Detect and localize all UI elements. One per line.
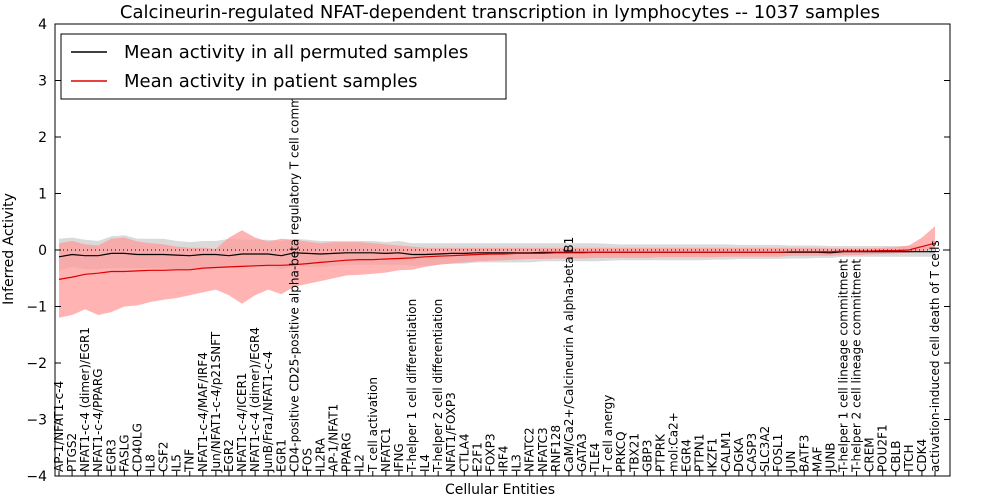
y-tick-label: −2 [26,356,47,372]
category-label: EGR2 [222,439,236,472]
y-tick-label: −4 [26,469,47,485]
category-label: FOSL1 [771,434,785,472]
chart-title: Calcineurin-regulated NFAT-dependent tra… [120,2,880,23]
legend-label-patient: Mean activity in patient samples [124,71,418,92]
category-label: activation-induced cell death of T cells [928,240,942,472]
category-label: NFAT1-c-4/MAF/IRF4 [196,352,210,472]
category-label: CD4-positive CD25-positive alpha-beta re… [287,56,301,472]
y-tick-label: 1 [38,187,47,203]
category-label: CALM1 [719,431,733,472]
y-tick-label: −1 [26,300,47,316]
category-label: JUNB [823,442,837,473]
y-tick-label: −3 [26,413,47,429]
category-label: NFATC2 [523,427,537,472]
category-label: IL4 [418,454,432,472]
category-label: EGR4 [680,439,694,472]
category-label: CBLB [889,440,903,472]
y-tick-label: 2 [38,130,47,146]
category-label: PTPN1 [693,434,707,472]
category-label: NFATC1 [379,427,393,472]
category-label: CTLA4 [457,433,471,472]
category-label: GATA3 [575,433,589,472]
category-label: TLE4 [588,443,602,473]
category-label: PRKCQ [614,431,628,472]
category-label: IL2RA [314,437,328,472]
category-label: IFNG [392,443,406,472]
category-label: FASLG [117,434,131,472]
category-label: JunB/Fra1/NFAT1-c-4 [261,351,275,473]
category-label: FOXP3 [484,433,498,472]
category-label: CD40LG [130,423,144,472]
category-label: PTPRK [653,433,667,472]
category-label: NFATC3 [536,427,550,472]
category-label: EGR3 [104,439,118,472]
category-label: T-helper 1 cell lineage commitment [837,259,851,473]
category-label: POU2F1 [876,424,890,472]
category-label: NFAT1-c-4 (dimer)/EGR4 [248,327,262,472]
legend-label-permuted: Mean activity in all permuted samples [124,42,468,63]
category-label: IL8 [144,454,158,472]
category-label: CASP3 [745,433,759,472]
category-label: IL3 [510,454,524,472]
category-label: MAF [810,446,824,472]
x-axis-title: Cellular Entities [445,482,555,498]
category-label: AP-1/NFAT1-c-4 [52,381,66,472]
category-label: T-helper 1 cell differentiation [405,299,419,473]
category-label: NFAT1-c-4/ICER1 [235,373,249,472]
category-label: AP-1/NFAT1 [327,404,341,472]
category-label: ITCH [902,444,916,472]
confidence-bands [59,226,935,318]
category-label: T-helper 2 cell differentiation [431,299,445,473]
category-label: IL2 [353,454,367,472]
category-label: T cell activation [366,377,380,473]
legend: Mean activity in all permuted samples Me… [60,33,507,100]
category-label: IKZF1 [706,438,720,472]
y-tick-label: 4 [38,17,47,33]
category-label: CaM/Ca2+/Calcineurin A alpha-beta B1 [562,237,576,472]
category-label: FOS [300,448,314,472]
y-axis-title: Inferred Activity [1,193,17,305]
category-label: PPARG [340,432,354,472]
category-label: CREM [863,437,877,472]
category-label: TNF [183,449,197,473]
category-label: JUN [784,451,798,473]
category-label: T-helper 2 cell lineage commitment [850,259,864,473]
category-label: EGR1 [274,439,288,472]
category-label: NFAT1-c-4 (dimer)/EGR1 [78,327,92,472]
category-label: E2F1 [470,442,484,472]
line-patient [58,242,936,280]
band-patient [59,226,935,318]
category-label: RNF128 [549,425,563,472]
category-label: TBX21 [627,433,641,473]
series-lines [58,242,936,280]
category-label: IL5 [170,454,184,472]
category-label: DGKA [732,437,746,472]
y-tick-label: 3 [38,74,47,90]
legend-box [60,33,507,100]
y-axis: −4 −3 −2 −1 0 1 2 3 4 [26,17,950,485]
category-label: SLC3A2 [758,426,772,472]
category-label: T cell anergy [601,395,615,473]
category-label: NFAT1-c-4/PPARG [91,368,105,472]
category-label: mol:Ca2+ [667,412,681,472]
category-label: GBP3 [640,440,654,472]
category-label: CSF2 [157,441,171,472]
category-label: BATF3 [797,435,811,472]
category-label: NFAT1/FOXP3 [444,392,458,472]
category-label: Jun/NFAT1-c-4/p21SNFT [209,331,223,473]
category-label: IRF4 [497,446,511,472]
category-label: PTGS2 [65,433,79,472]
category-label: CDK4 [915,439,929,472]
plot-frame [54,23,951,477]
y-tick-label: 0 [38,243,47,259]
